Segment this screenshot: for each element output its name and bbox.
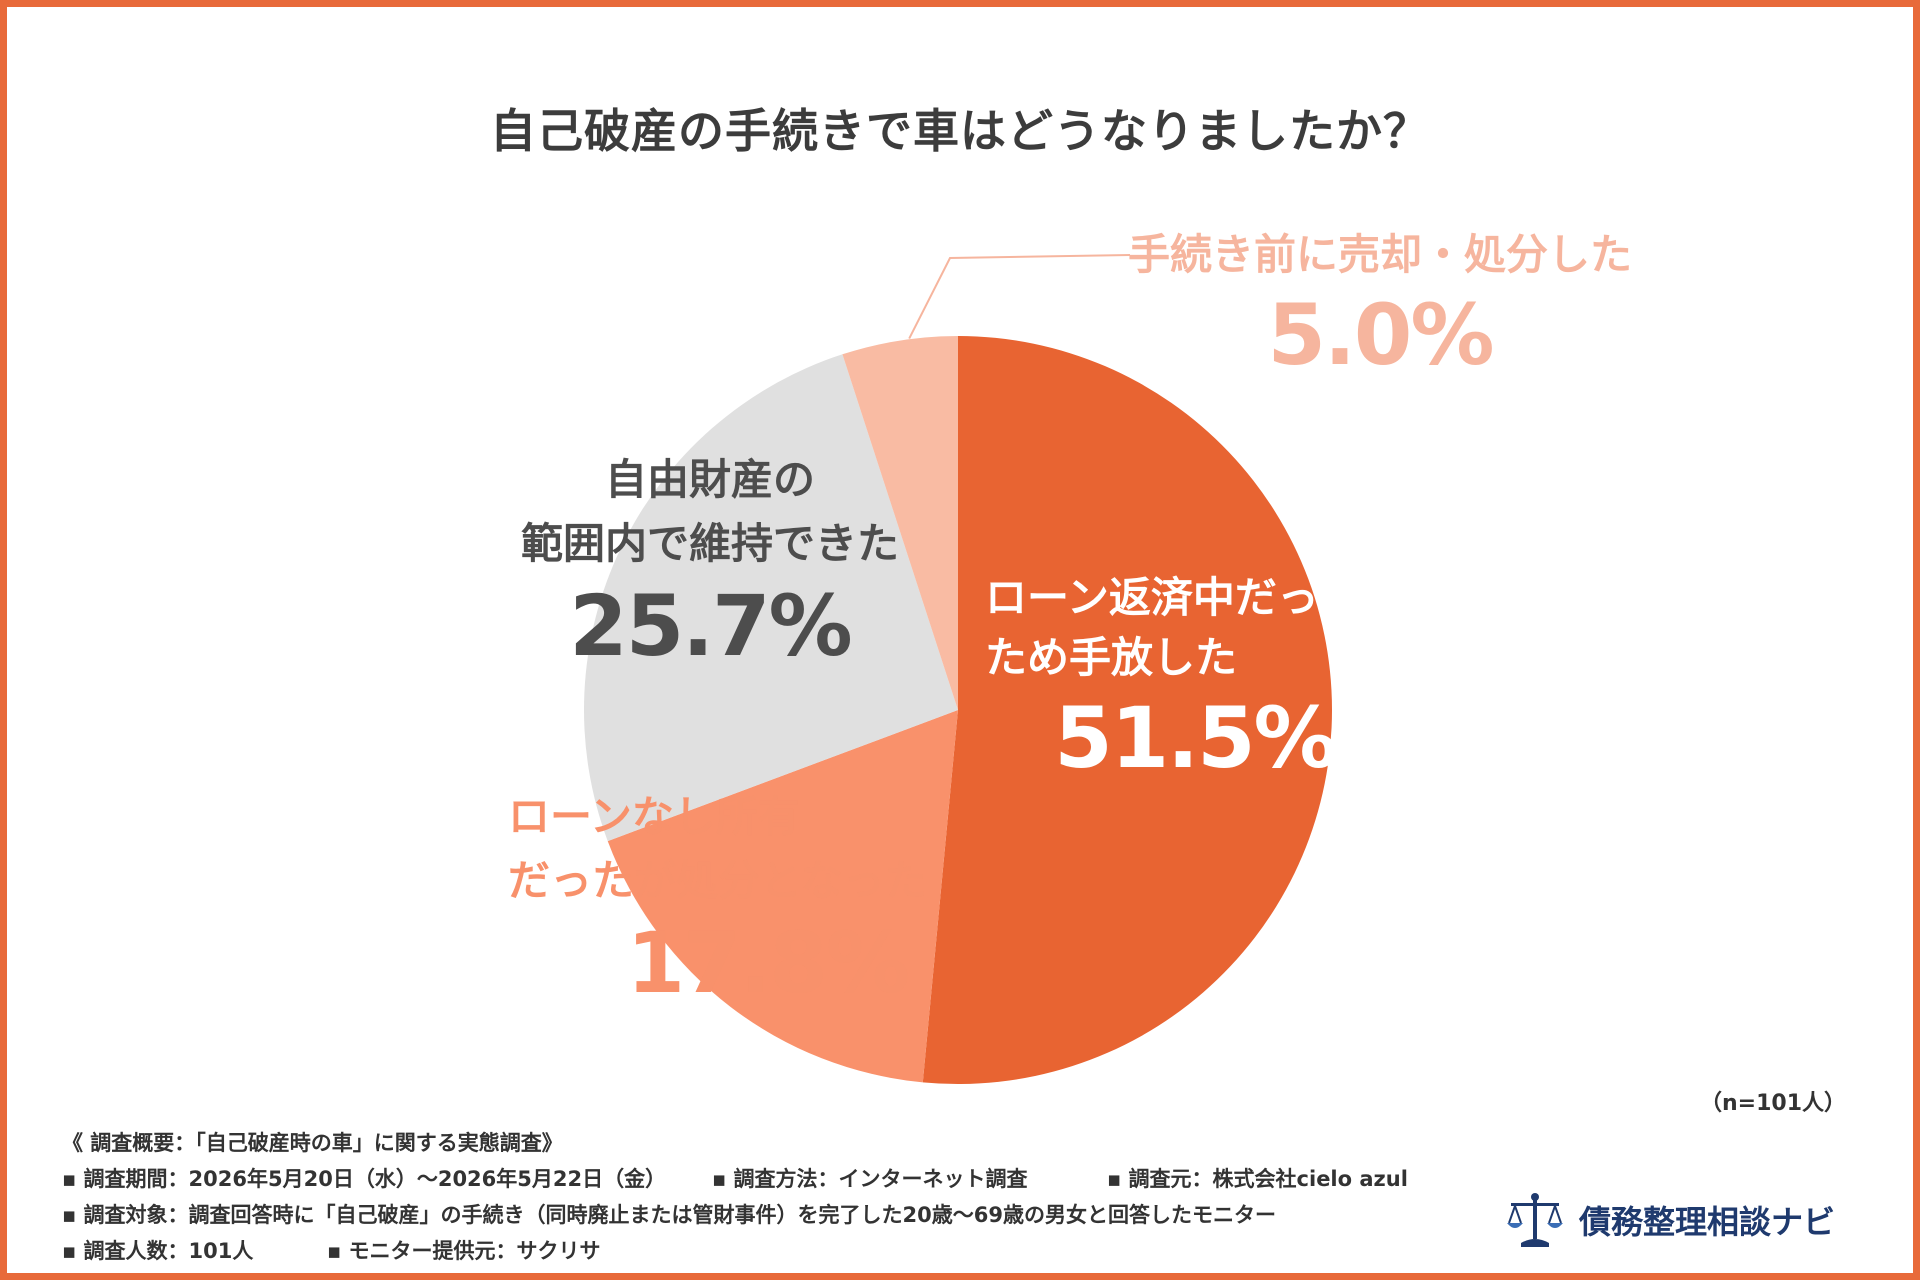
slice-label-kept-free-property: 自由財産の 範囲内で維持できた 25.7% <box>470 448 950 676</box>
slice-value-label: 17.8% <box>626 914 910 1012</box>
leader-line <box>908 254 1131 340</box>
survey-period: 調査期間：2026年5月20日（水）～2026年5月22日（金） <box>62 1163 667 1193</box>
survey-source: 調査元：株式会社cielo azul <box>1107 1163 1408 1193</box>
slice-label-loan-released: ローン返済中だった ため手放した 51.5% <box>975 568 1415 788</box>
slice-no-loan-disposed <box>607 710 958 1083</box>
slice-label-text: ローン返済中だった <box>985 573 1361 622</box>
sample-size-note: （n=101人） <box>1700 1091 1847 1116</box>
slice-value-label: 5.0% <box>1267 286 1495 384</box>
slice-label-text: 手続き前に売却・処分した <box>1127 230 1632 279</box>
scales-of-justice-icon <box>1507 1193 1563 1247</box>
slice-label-text: 範囲内で維持できた <box>520 519 899 568</box>
slice-label-text: ため手放した <box>985 633 1238 682</box>
slice-label-text: 自由財産の <box>604 455 815 504</box>
brand-name: 債務整理相談ナビ <box>1579 1203 1836 1241</box>
survey-method: 調査方法：インターネット調査 <box>712 1163 1028 1193</box>
slice-value-label: 25.7% <box>569 577 852 675</box>
slice-label-text: ローンなし所有 <box>508 792 800 841</box>
slice-kept-free-property <box>583 354 958 842</box>
slice-label-no-loan-disposed: ローンなし所有 だったが処分となった 17.8% <box>478 785 938 1013</box>
survey-heading: 《 調査概要：「自己破産時の車」に関する実態調査》 <box>62 1131 563 1155</box>
survey-count: 調査人数：101人 <box>62 1235 254 1265</box>
slice-label-text: だったが処分となった <box>508 856 927 905</box>
slice-label-sold-before: 手続き前に売却・処分した 5.0% <box>1000 225 1760 385</box>
brand-logo: 債務整理相談ナビ <box>1505 1190 1835 1250</box>
chart-title: 自己破産の手続きで車はどうなりましたか？ <box>490 104 1430 158</box>
survey-provider: モニター提供元：サクリサ <box>327 1235 601 1265</box>
slice-sold-before <box>842 336 958 710</box>
survey-target: 調査対象：調査回答時に「自己破産」の手続き（同時廃止または管財事件）を完了した2… <box>62 1199 1276 1229</box>
slice-loan-released <box>922 336 1332 1084</box>
slice-value-label: 51.5% <box>1054 689 1337 787</box>
